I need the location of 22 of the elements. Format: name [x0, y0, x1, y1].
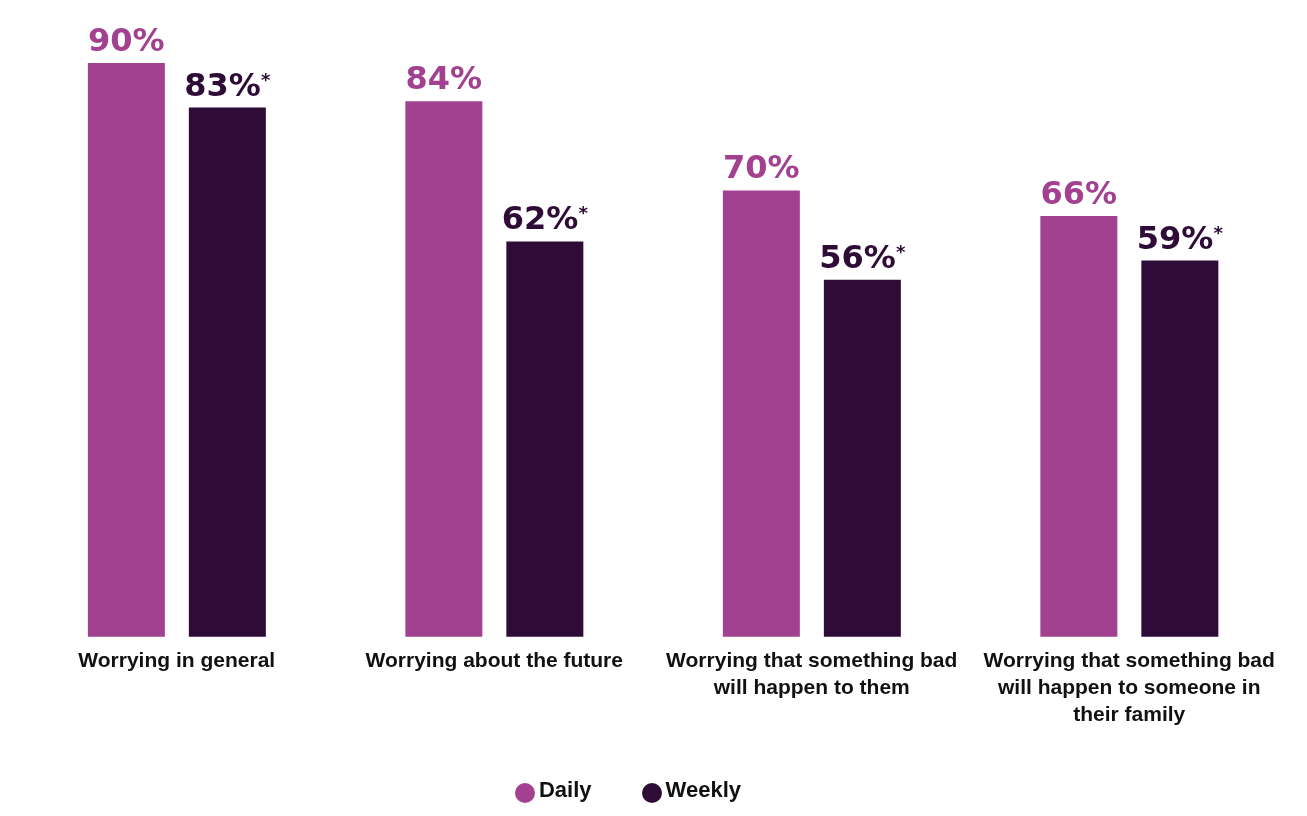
data-label: 66%: [1040, 173, 1118, 212]
x-tick-label: Worrying that something bad will happen to someone in their family: [983, 647, 1275, 725]
data-label: 56%$^{*}$: [819, 237, 906, 276]
bar: [188, 107, 266, 637]
x-tick-label: Worrying about the future: [365, 647, 623, 671]
data-label: 62%$^{*}$: [501, 199, 589, 238]
x-tick-label: Worrying in general: [78, 647, 276, 671]
data-label: 83%$^{*}$: [184, 65, 271, 104]
bar: [87, 63, 165, 637]
bar: [823, 279, 901, 637]
data-label: 70%: [723, 148, 800, 187]
bar: [1040, 215, 1118, 637]
x-tick-label: Worrying that something bad will happen to them: [666, 647, 958, 698]
legend-label: Daily: [538, 776, 592, 802]
data-label: 84%: [405, 59, 483, 98]
bar: [506, 241, 584, 637]
legend-label: Weekly: [665, 776, 741, 802]
data-label: 90%: [88, 21, 165, 59]
bar: [1141, 260, 1219, 637]
bar: [405, 101, 483, 637]
bar: [722, 190, 800, 637]
data-label: 59%$^{*}$: [1136, 218, 1224, 257]
